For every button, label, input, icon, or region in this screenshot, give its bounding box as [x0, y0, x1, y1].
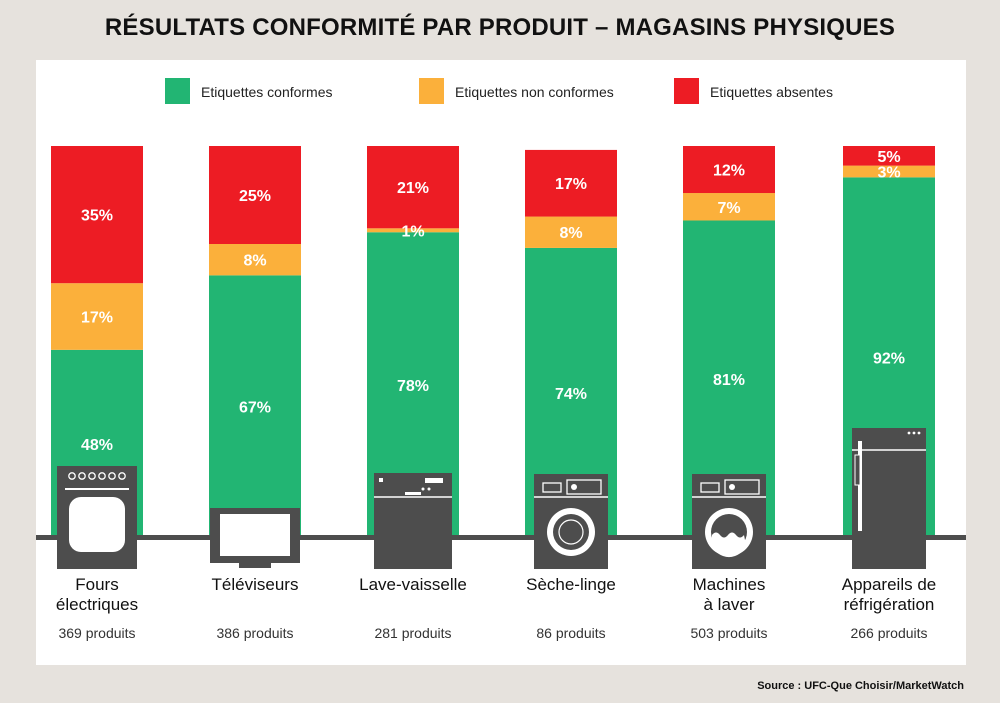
data-label-conformes: 67%	[239, 400, 271, 417]
data-label-absentes: 25%	[239, 188, 271, 205]
bar-segment-non_conformes	[51, 283, 143, 350]
bar-segment-absentes	[843, 146, 935, 166]
legend-swatch-conformes	[165, 78, 190, 104]
legend-swatch-non_conformes	[419, 78, 444, 104]
data-label-absentes: 5%	[877, 149, 900, 166]
bar-segment-non_conformes	[843, 165, 935, 178]
product-count: 281 produits	[374, 625, 451, 641]
category-label: Machines	[693, 575, 766, 594]
category-label-line2: à laver	[703, 595, 754, 614]
data-label-conformes: 78%	[397, 378, 429, 395]
category-label: Lave-vaisselle	[359, 575, 467, 594]
category-label-line2: réfrigération	[844, 595, 935, 614]
legend-label-conformes: Etiquettes conformes	[201, 84, 333, 100]
category-label-line2: électriques	[56, 595, 138, 614]
data-label-conformes: 81%	[713, 372, 745, 389]
dryer-icon	[534, 474, 608, 569]
data-label-absentes: 17%	[555, 176, 587, 193]
data-label-absentes: 12%	[713, 163, 745, 180]
legend-swatch-absentes	[674, 78, 699, 104]
bar-segment-absentes	[683, 146, 775, 194]
category-label: Téléviseurs	[212, 575, 299, 594]
bar-group-1: 67% 8% 25%	[209, 146, 301, 538]
chart-title: RÉSULTATS CONFORMITÉ PAR PRODUIT – MAGAS…	[104, 14, 896, 41]
washing-machine-icon	[692, 474, 766, 569]
oven-icon	[57, 466, 137, 569]
chart-panel	[36, 60, 966, 665]
baseline	[36, 535, 966, 540]
product-count: 266 produits	[850, 625, 927, 641]
data-label-conformes: 74%	[555, 386, 587, 403]
product-count: 503 produits	[690, 625, 767, 641]
legend-label-non_conformes: Etiquettes non conformes	[455, 84, 614, 100]
dishwasher-icon	[374, 473, 452, 569]
data-label-conformes: 48%	[81, 437, 113, 454]
data-label-non_conformes: 3%	[877, 164, 900, 181]
fridge-icon	[852, 428, 926, 569]
category-label: Sèche-linge	[526, 575, 616, 594]
bar-group-0: 48% 17% 35%	[51, 146, 143, 538]
data-label-non_conformes: 8%	[243, 253, 266, 270]
bar-segment-non_conformes	[367, 228, 459, 233]
bar-segment-absentes	[51, 146, 143, 284]
tv-icon	[210, 508, 300, 568]
data-label-conformes: 92%	[873, 351, 905, 368]
bar-segment-conformes	[209, 275, 301, 538]
data-label-absentes: 35%	[81, 208, 113, 225]
bar-segment-non_conformes	[525, 216, 617, 248]
product-count: 86 produits	[536, 625, 605, 641]
bar-segment-non_conformes	[209, 244, 301, 276]
data-label-non_conformes: 7%	[717, 200, 740, 217]
data-label-non_conformes: 17%	[81, 310, 113, 327]
bar-segment-absentes	[367, 146, 459, 229]
product-count: 369 produits	[58, 625, 135, 641]
product-count: 386 produits	[216, 625, 293, 641]
source-note: Source : UFC-Que Choisir/MarketWatch	[757, 680, 964, 692]
data-label-non_conformes: 1%	[401, 223, 424, 240]
data-label-non_conformes: 8%	[559, 225, 582, 242]
category-label: Fours	[75, 575, 118, 594]
data-label-absentes: 21%	[397, 180, 429, 197]
bar-segment-absentes	[209, 146, 301, 244]
category-label: Appareils de	[842, 575, 937, 594]
legend-label-absentes: Etiquettes absentes	[710, 84, 833, 100]
bar-segment-non_conformes	[683, 193, 775, 221]
bar-segment-absentes	[525, 149, 617, 217]
